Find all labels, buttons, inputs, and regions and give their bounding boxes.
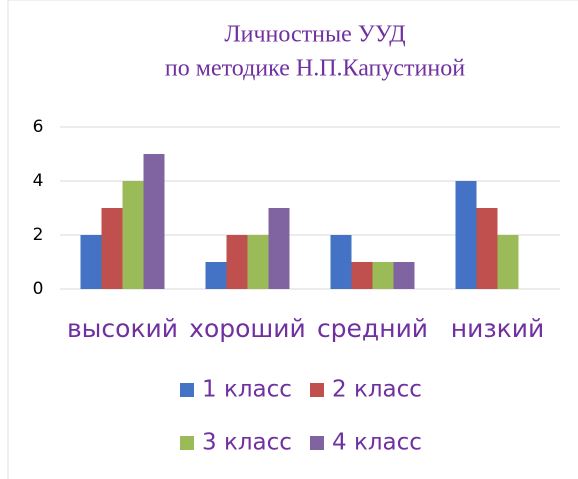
x-tick-label: хороший <box>189 314 306 343</box>
legend-swatch <box>180 436 194 450</box>
chart-title: Личностные УУД <box>224 22 405 48</box>
bar <box>143 154 165 289</box>
legend-swatch <box>310 436 324 450</box>
bar <box>476 208 498 289</box>
bar <box>455 181 477 289</box>
bar <box>351 262 373 289</box>
bar <box>268 208 290 289</box>
x-tick-label: низкий <box>451 314 544 343</box>
x-tick-label: средний <box>317 314 428 343</box>
legend-swatch <box>180 383 194 397</box>
bar <box>330 235 352 289</box>
y-tick-label: 0 <box>33 279 44 299</box>
legend-swatch <box>310 383 324 397</box>
y-tick-label: 6 <box>33 117 44 137</box>
legend-label: 2 класс <box>332 377 422 403</box>
legend-label: 4 класс <box>332 430 422 456</box>
legend-label: 3 класс <box>202 430 292 456</box>
chart-subtitle: по методике Н.П.Капустиной <box>165 56 465 82</box>
bar <box>101 208 123 289</box>
bar <box>226 235 248 289</box>
x-tick-label: высокий <box>67 314 178 343</box>
y-tick-label: 4 <box>33 171 44 191</box>
bar <box>247 235 269 289</box>
bar <box>80 235 102 289</box>
legend-label: 1 класс <box>202 377 292 403</box>
bar <box>205 262 227 289</box>
bar <box>372 262 394 289</box>
y-tick-label: 2 <box>33 225 44 245</box>
bar <box>497 235 519 289</box>
bar <box>393 262 415 289</box>
bar <box>122 181 144 289</box>
